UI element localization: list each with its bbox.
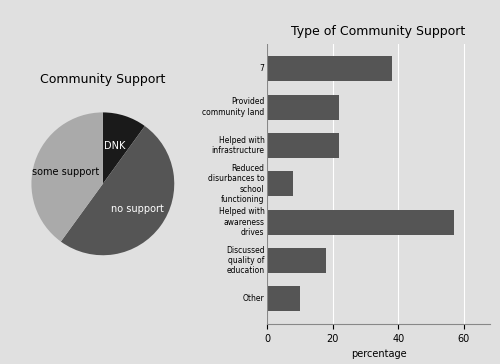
Wedge shape [61,126,174,255]
Bar [267,210,454,234]
Bar [267,56,392,81]
Title: Type of Community Support: Type of Community Support [292,25,466,38]
Bar [267,171,293,196]
Bar [267,248,326,273]
Bar [267,133,340,158]
Text: DNK: DNK [104,142,126,151]
Bar [267,286,300,311]
Wedge shape [32,112,103,242]
X-axis label: percentage: percentage [351,349,406,359]
Text: no support: no support [111,204,164,214]
Wedge shape [103,112,145,184]
Text: some support: some support [32,167,99,177]
Title: Community Support: Community Support [40,73,166,86]
Bar [267,95,340,120]
